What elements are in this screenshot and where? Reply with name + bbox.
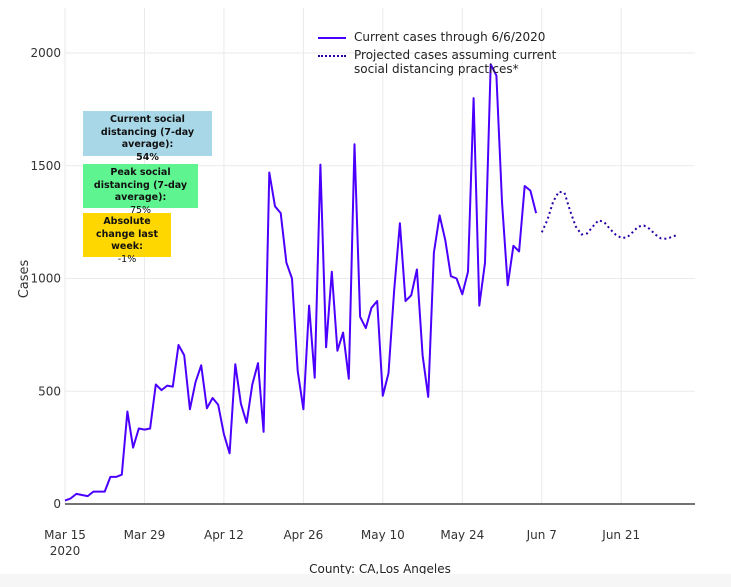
legend-label: Projected cases assuming current social … [354,48,557,76]
series-lines [64,63,679,502]
legend-swatch-solid [318,37,346,39]
legend-swatch-dotted [318,55,346,57]
annotation-peak-distancing: Peak social distancing (7-day average): … [83,164,198,216]
legend[interactable]: Current cases through 6/6/2020 Projected… [318,30,564,80]
x-tick-label: Jun 7 [526,528,557,542]
x-tick-label: Mar 15 [44,528,86,542]
annotation-absolute-change: Absolute change last week: -1% [83,213,171,265]
series-line-current-cases [64,63,538,502]
x-tick-label: May 10 [361,528,405,542]
y-tick-label: 2000 [30,46,61,60]
series-line-projected-cases [540,190,679,240]
x-axis-label: County: CA,Los Angeles [309,562,451,576]
annotation-current-distancing: Current social distancing (7-day average… [83,111,212,163]
y-tick-label: 1000 [30,272,61,286]
legend-item-projected[interactable]: Projected cases assuming current social … [318,48,564,76]
x-tick-label: Mar 29 [124,528,166,542]
y-ticks: 0 500 1000 1500 2000 [30,46,61,511]
legend-label: Current cases through 6/6/2020 [354,30,546,44]
x-ticks: Mar 15 Mar 29 Apr 12 Apr 26 May 10 May 24 Jun … [44,528,640,558]
x-tick-label: Apr 26 [283,528,323,542]
footer-band [0,574,731,587]
annotation-value: 75% [129,204,152,216]
y-tick-label: 0 [53,497,61,511]
annotation-title: Current social distancing (7-day average… [100,114,195,150]
annotation-title: Absolute change last week: [96,216,158,252]
y-axis-label: Cases [17,259,32,298]
y-tick-label: 1500 [30,159,61,173]
x-tick-label: Jun 21 [601,528,640,542]
legend-item-current[interactable]: Current cases through 6/6/2020 [318,30,564,44]
annotation-value: -1% [117,253,137,265]
x-tick-label: Apr 12 [204,528,244,542]
x-tick-label: May 24 [440,528,484,542]
annotation-value: 54% [136,151,159,163]
y-tick-label: 500 [38,384,61,398]
x-tick-year-label: 2020 [50,544,81,558]
annotation-title: Peak social distancing (7-day average): [93,167,188,203]
